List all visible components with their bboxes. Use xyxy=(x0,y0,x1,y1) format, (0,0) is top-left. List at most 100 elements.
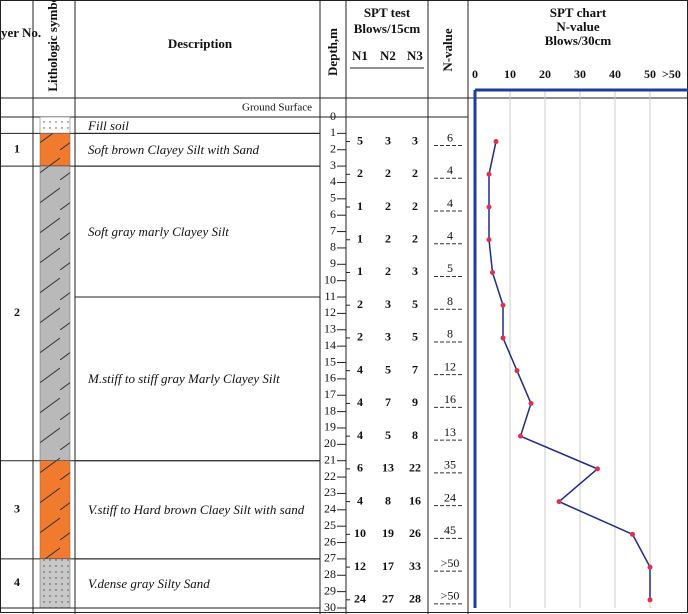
blow-count: 2 xyxy=(357,297,363,311)
layer-number: 4 xyxy=(14,575,20,589)
blow-count: 17 xyxy=(382,559,394,573)
n-value: 12 xyxy=(444,359,456,373)
depth-label: 0 xyxy=(330,109,336,123)
blow-count: 4 xyxy=(357,395,363,409)
blow-count: 26 xyxy=(409,526,421,540)
depth-label: 19 xyxy=(324,420,336,434)
blow-count: 1 xyxy=(357,264,363,278)
blow-count: 16 xyxy=(409,493,421,507)
depth-label: 9 xyxy=(330,256,336,270)
spt-point xyxy=(486,171,492,177)
n-value: 8 xyxy=(447,294,453,308)
depth-label: 23 xyxy=(324,485,336,499)
header-n3: N3 xyxy=(407,48,423,63)
blow-count: 19 xyxy=(382,526,394,540)
blow-count: 2 xyxy=(357,166,363,180)
description: Soft brown Clayey Silt with Sand xyxy=(88,142,260,158)
depth-label: 18 xyxy=(324,403,336,417)
lithology-pattern xyxy=(39,165,71,461)
blow-count: 2 xyxy=(412,232,418,246)
description: Soft gray marly Clayey Silt xyxy=(88,224,229,240)
blow-count: 3 xyxy=(385,297,391,311)
header-n1: N1 xyxy=(352,48,368,63)
n-value: 4 xyxy=(447,163,453,177)
blow-count: 33 xyxy=(409,559,421,573)
layer-number: 2 xyxy=(14,305,20,319)
blow-count: 12 xyxy=(354,559,366,573)
blow-count: 5 xyxy=(385,428,391,442)
blow-count: 2 xyxy=(357,330,363,344)
spt-point xyxy=(556,499,562,505)
depth-label: 3 xyxy=(330,158,336,172)
depth-label: 10 xyxy=(324,272,336,286)
over-label: >50 xyxy=(662,67,681,81)
x-tick-label: 50 xyxy=(644,67,656,81)
spt-point xyxy=(595,466,600,472)
depth-label: 26 xyxy=(324,534,336,548)
description-box: V.stiff to Hard brown Claey Silt with sa… xyxy=(88,502,305,518)
depth-label: 25 xyxy=(324,518,336,532)
x-tick-label: 20 xyxy=(539,67,551,81)
blow-count: 2 xyxy=(385,166,391,180)
description: V.stiff to Hard brown Claey Silt with sa… xyxy=(88,502,305,518)
depth-label: 24 xyxy=(324,502,336,516)
blow-count: 24 xyxy=(354,592,366,606)
blow-count: 2 xyxy=(385,199,391,213)
blow-count: 1 xyxy=(357,232,363,246)
blow-count: 8 xyxy=(412,428,418,442)
blow-count: 1 xyxy=(357,199,363,213)
blow-count: 10 xyxy=(354,526,366,540)
depth-label: 30 xyxy=(324,600,336,614)
description-box: Soft brown Clayey Silt with Sand xyxy=(88,142,260,158)
depth-label: 2 xyxy=(330,141,336,155)
description: Fill soil xyxy=(88,117,129,133)
description-box: Fill soil xyxy=(88,117,129,133)
n-value: >50 xyxy=(441,589,460,603)
blow-count: 13 xyxy=(382,461,394,475)
ground-surface: Ground Surface xyxy=(242,102,312,114)
depth-label: 27 xyxy=(324,551,336,565)
n-value: >50 xyxy=(441,556,460,570)
depth-label: 7 xyxy=(330,223,336,237)
depth-label: 29 xyxy=(324,583,336,597)
depth-label: 4 xyxy=(330,174,336,188)
blow-count: 7 xyxy=(385,395,391,409)
n-value: 6 xyxy=(447,130,453,144)
header-blows: Blows/15cm xyxy=(354,21,421,36)
depth-label: 14 xyxy=(324,338,336,352)
spt-point xyxy=(518,433,523,439)
lithology-pattern xyxy=(39,460,71,560)
depth-label: 5 xyxy=(330,191,336,205)
blow-count: 2 xyxy=(412,166,418,180)
blow-count: 9 xyxy=(412,395,418,409)
blow-count: 4 xyxy=(357,428,363,442)
n-value: 8 xyxy=(447,327,453,341)
depth-label: 11 xyxy=(324,289,336,303)
spt-point xyxy=(500,335,506,341)
x-tick-label: 10 xyxy=(504,67,516,81)
chart-title: SPT chart xyxy=(550,5,607,20)
header-layer-no: layer No. xyxy=(0,25,41,40)
lithology-pattern xyxy=(39,558,71,609)
depth-label: 28 xyxy=(324,567,336,581)
description: V.dense gray Silty Sand xyxy=(88,575,210,591)
n-value: 13 xyxy=(444,425,456,439)
chart-unit: Blows/30cm xyxy=(545,33,612,48)
blow-count: 3 xyxy=(385,330,391,344)
header-depth: Depth,m xyxy=(325,28,340,76)
blow-count: 5 xyxy=(357,133,363,147)
n-value: 45 xyxy=(444,523,456,537)
n-value: 35 xyxy=(444,458,456,472)
header-n-value: N-value xyxy=(440,28,455,72)
n-value: 4 xyxy=(447,229,453,243)
depth-label: 1 xyxy=(330,125,336,139)
blow-count: 22 xyxy=(409,461,421,475)
depth-label: 8 xyxy=(330,240,336,254)
blow-count: 6 xyxy=(357,461,363,475)
depth-label: 22 xyxy=(324,469,336,483)
n-value: 24 xyxy=(444,490,456,504)
header-description: Description xyxy=(168,36,233,51)
lithology-pattern xyxy=(39,116,71,134)
